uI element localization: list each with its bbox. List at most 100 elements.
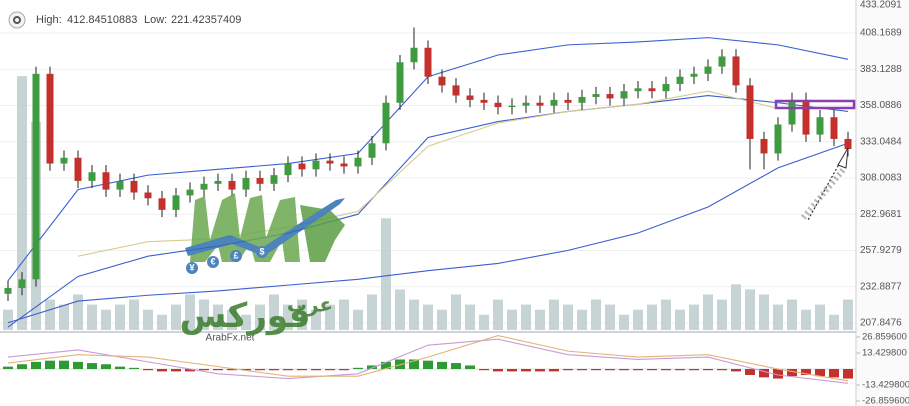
macd-bar — [689, 369, 699, 371]
candle-body — [536, 102, 544, 106]
candle-body — [32, 73, 40, 280]
macd-bar — [45, 360, 55, 370]
drawing-rectangle — [774, 99, 856, 110]
volume-bar — [633, 309, 643, 330]
macd-bar — [605, 369, 615, 371]
candle-body — [158, 198, 166, 210]
candle-body — [340, 163, 348, 167]
candle-body — [214, 180, 222, 184]
macd-bar — [451, 363, 461, 370]
macd-bar — [241, 369, 251, 371]
macd-bar — [703, 369, 713, 371]
candle-body — [88, 172, 96, 181]
y-tick-label: 383.1288 — [860, 64, 902, 75]
macd-line — [7, 338, 849, 384]
y-tick-label: 282.9681 — [860, 209, 902, 220]
coin — [207, 256, 219, 268]
macd-bar — [339, 369, 349, 371]
candle-body — [60, 157, 68, 164]
candle-body — [228, 180, 236, 190]
macd-bar — [759, 369, 769, 378]
high-label: High: — [36, 14, 62, 26]
volume-bar — [129, 299, 139, 330]
macd-bar — [409, 359, 419, 370]
macd-bar — [647, 369, 657, 371]
volume-bar — [185, 294, 195, 330]
volume-bar — [717, 299, 727, 330]
candle-body — [718, 56, 726, 67]
indicator-line — [7, 94, 849, 328]
volume-bar — [3, 309, 13, 330]
macd-bar — [563, 369, 573, 371]
candle-body — [634, 88, 642, 92]
macd-bar — [269, 369, 279, 371]
macd-bar — [801, 369, 811, 375]
macd-bar — [115, 366, 125, 370]
macd-bar — [73, 361, 83, 370]
macd-bar — [675, 369, 685, 371]
candle-body — [676, 76, 684, 84]
volume-bar — [731, 284, 741, 330]
candle-body — [172, 195, 180, 210]
candle-body — [578, 96, 586, 103]
candle-body — [18, 279, 26, 289]
macd-bar — [255, 369, 265, 371]
candle-body — [270, 175, 278, 184]
y-tick-label: 26.859600 — [862, 332, 907, 343]
volume-bar — [843, 299, 853, 330]
volume-bar — [367, 294, 377, 330]
volume-bar — [535, 309, 545, 330]
candle-body — [606, 94, 614, 99]
volume-bar — [689, 304, 699, 330]
volume-bar — [157, 314, 167, 330]
candle-body — [452, 85, 460, 96]
macd-bar — [423, 360, 433, 370]
volume-bar — [829, 314, 839, 330]
volume-bar — [563, 304, 573, 330]
candle-body — [102, 172, 110, 190]
y-tick-label: 232.8877 — [860, 281, 902, 292]
volume-bar — [549, 299, 559, 330]
logo-site: ArabFx.net — [206, 333, 255, 344]
volume-bar — [241, 314, 251, 330]
y-tick-label: -13.429800 — [862, 380, 909, 391]
macd-bar — [549, 369, 559, 372]
volume-bar — [759, 294, 769, 330]
volume-bar — [675, 309, 685, 330]
candle-body — [116, 180, 124, 190]
candle-body — [4, 288, 12, 294]
volume-bar — [311, 309, 321, 330]
y-tick-label: 333.0484 — [860, 136, 902, 147]
settings-button[interactable] — [8, 11, 26, 29]
candle-body — [592, 94, 600, 97]
candle-body — [522, 102, 530, 106]
macd-bar — [157, 369, 167, 372]
candle-body — [354, 157, 362, 167]
macd-bar — [815, 369, 825, 377]
macd-bar — [353, 367, 363, 370]
macd-bar — [31, 361, 41, 370]
candle-body — [788, 99, 796, 125]
candle-body — [298, 163, 306, 170]
candle-body — [46, 73, 54, 164]
volume-bar — [45, 299, 55, 330]
low-label: Low: — [144, 14, 167, 26]
candle-body — [830, 117, 838, 139]
candle-body — [410, 47, 418, 63]
volume-bar — [577, 309, 587, 330]
axis-background — [857, 0, 909, 406]
volume-bar — [815, 304, 825, 330]
macd-bar — [493, 369, 503, 372]
currency-icon: $ — [259, 246, 264, 256]
macd-bar — [717, 369, 727, 371]
volume-bar — [269, 294, 279, 330]
logo-arrow — [185, 198, 345, 256]
macd-bar — [437, 361, 447, 370]
volume-bar — [73, 294, 83, 330]
volume-bar — [143, 309, 153, 330]
volume-bar — [521, 304, 531, 330]
volume-bar — [283, 304, 293, 330]
volume-bar — [493, 299, 503, 330]
